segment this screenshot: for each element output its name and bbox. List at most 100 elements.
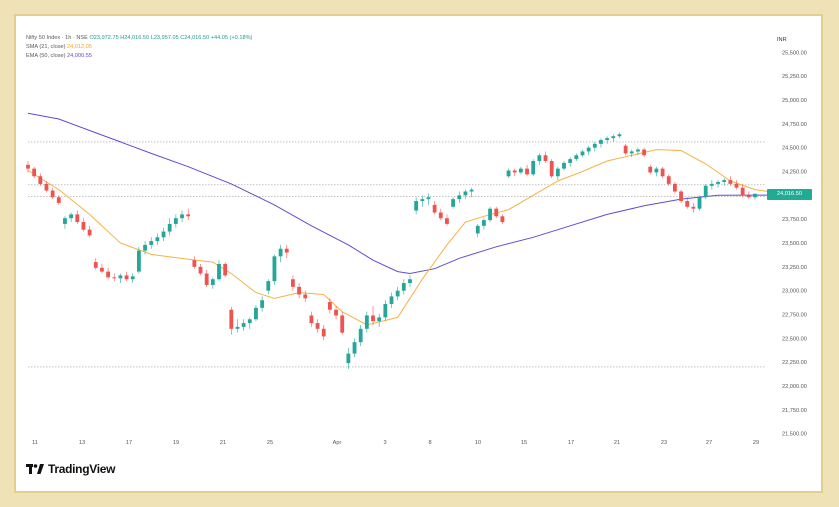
price-tick-label: 23,250.00: [782, 265, 807, 271]
candle-body: [469, 189, 474, 192]
price-tick-label: 23,000.00: [782, 289, 807, 295]
candle-body: [223, 263, 228, 276]
price-axis: 25,500.00 25,250.00 25,000.00 24,750.00 24,5…: [782, 50, 807, 437]
candle: [26, 161, 30, 173]
horizontal-lines: [28, 141, 766, 368]
candle: [100, 263, 104, 274]
candle-body: [463, 191, 468, 196]
price-tick-label: 21,750.00: [782, 408, 807, 414]
candle-body: [740, 187, 745, 196]
candle: [229, 306, 234, 335]
candle: [161, 227, 166, 242]
candle-body: [143, 244, 147, 251]
price-tick-label: 22,250.00: [782, 360, 807, 366]
candle: [414, 197, 419, 215]
candle-body: [543, 155, 548, 161]
legend-ema-row[interactable]: EMA (50, close) 24,000.55: [26, 52, 252, 61]
candle: [426, 193, 431, 205]
candle: [642, 147, 647, 158]
candle: [69, 212, 74, 223]
price-tick-label: 25,000.00: [782, 98, 807, 104]
candle-body: [592, 143, 597, 148]
candle: [543, 151, 548, 163]
candle-body: [38, 176, 43, 184]
candle: [155, 233, 160, 245]
candle: [32, 166, 37, 179]
candle-body: [352, 342, 357, 354]
candle: [445, 214, 449, 226]
candle: [63, 216, 67, 229]
candle: [469, 187, 474, 198]
legend-symbol-row: Nifty 50 Index · 1h · NSE O23,972.75 H24…: [26, 34, 252, 43]
ema-label: EMA (50, close): [26, 53, 66, 59]
candle: [549, 159, 554, 179]
candle: [580, 149, 585, 158]
candle: [340, 311, 345, 335]
candle-body: [672, 183, 677, 192]
candle: [722, 178, 727, 186]
candle: [383, 300, 388, 322]
candle-body: [229, 309, 234, 329]
candle-body: [457, 195, 462, 200]
candle: [167, 218, 172, 236]
candle-body: [549, 161, 554, 177]
candle: [611, 134, 616, 142]
candle-body: [315, 323, 320, 329]
candle: [709, 180, 714, 190]
candle: [272, 254, 277, 285]
brand-name: TradingView: [48, 462, 116, 476]
candle: [697, 195, 702, 211]
candle: [617, 132, 622, 139]
candle: [728, 176, 733, 186]
candle: [93, 258, 98, 270]
candle-body: [297, 286, 301, 295]
candle-body: [525, 168, 529, 175]
candle-body: [574, 155, 579, 160]
candle: [284, 244, 289, 259]
candle-body: [482, 220, 486, 226]
tradingview-brand[interactable]: TradingView: [26, 462, 115, 476]
candle: [679, 189, 683, 203]
candle: [297, 283, 301, 299]
candle: [50, 187, 55, 200]
sma-21-line: [27, 149, 786, 326]
time-tick-label: 21: [220, 440, 226, 446]
candle-body: [580, 151, 585, 156]
candle-body: [623, 145, 628, 154]
candle-body: [346, 353, 351, 364]
candle-body: [746, 195, 751, 198]
candle-body: [247, 319, 252, 324]
candle: [358, 325, 363, 346]
candle: [512, 168, 517, 177]
candle-body: [235, 326, 240, 329]
candle: [254, 304, 258, 322]
candle: [173, 214, 178, 228]
candle-body: [161, 231, 166, 238]
candle-body: [50, 190, 55, 198]
candle-body: [420, 199, 425, 202]
candle-body: [155, 237, 160, 242]
candle: [136, 246, 141, 274]
candle: [118, 273, 123, 284]
candle-body: [260, 300, 265, 308]
candle: [278, 244, 283, 263]
candle: [291, 275, 295, 291]
candle: [666, 174, 671, 186]
candle-body: [438, 212, 443, 219]
time-tick-label: 19: [173, 440, 179, 446]
candle: [457, 191, 462, 203]
candle-body: [494, 208, 499, 217]
candle-body: [716, 181, 720, 184]
sma-value: 24,012.05: [67, 44, 92, 50]
candle-body: [186, 214, 191, 217]
candle: [494, 206, 499, 219]
legend-sma-row[interactable]: SMA (21, close) 24,012.05: [26, 43, 252, 52]
time-tick-label: 21: [614, 440, 620, 446]
candle: [525, 164, 529, 177]
candle-body: [555, 168, 560, 177]
candle-body: [537, 155, 542, 161]
last-price-tag: 24,016.50: [767, 189, 812, 200]
candle-body: [389, 296, 394, 305]
candle-body: [562, 162, 566, 169]
